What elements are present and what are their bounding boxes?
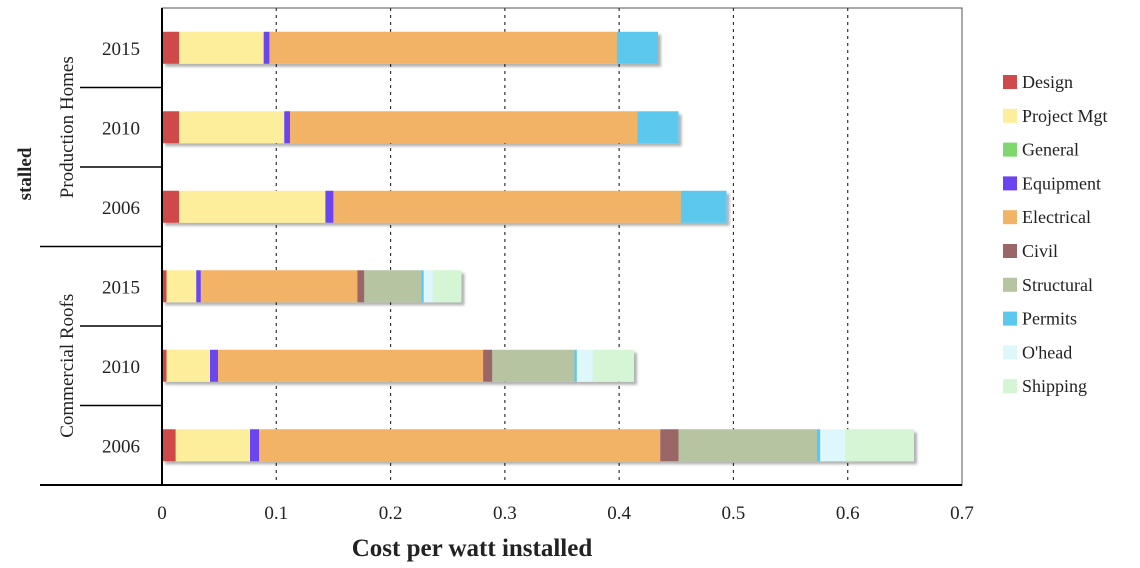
x-axis-title: Cost per watt installed [352, 535, 593, 562]
bar-segment [210, 349, 218, 382]
legend-swatch [1003, 277, 1017, 292]
bar-segment [259, 429, 661, 462]
legend-label: Equipment [1022, 173, 1101, 193]
bar-segment [162, 270, 167, 303]
x-tick-label: 0 [157, 503, 167, 524]
legend-swatch [1003, 210, 1017, 225]
bar-segment [162, 429, 176, 462]
legend-label: Civil [1022, 241, 1058, 261]
y-axis-title: stalled [15, 147, 36, 200]
bar-segment [196, 270, 201, 303]
bar-segment [432, 270, 462, 303]
bar-segment [423, 270, 433, 303]
bar-stack [162, 270, 462, 303]
legend-label: Design [1022, 72, 1073, 92]
x-tick-labels: 0 0.1 0.2 0.3 0.4 0.5 0.6 0.7 [157, 503, 974, 524]
bar-segment [357, 270, 365, 303]
bar-stack [162, 429, 914, 462]
bar-segment [162, 190, 180, 223]
bar-stack [162, 190, 727, 223]
legend-swatch [1003, 345, 1017, 360]
legend-swatch [1003, 75, 1017, 89]
year-label: 2006 [102, 198, 140, 219]
bar-segment [660, 429, 679, 462]
legend-label: Shipping [1022, 376, 1087, 396]
bar-segment [492, 349, 575, 382]
year-label: 2010 [102, 118, 140, 139]
group-label: Production Homes [57, 56, 78, 198]
bar-segment [284, 111, 290, 144]
bar-segment [816, 429, 821, 462]
bar-segment [218, 349, 484, 382]
bar-segment [680, 190, 727, 223]
legend-swatch [1003, 176, 1017, 191]
bar-segment [678, 429, 817, 462]
x-tick-label: 0.4 [607, 503, 631, 524]
category-axis: 2015 2010 2006 Production Homes 2015 2010 2006… [40, 39, 162, 457]
legend-label: Permits [1022, 309, 1077, 329]
bar-segment [250, 429, 260, 462]
plot-area-frame [161, 7, 963, 486]
bar-segment [421, 270, 424, 303]
gridlines [275, 8, 849, 485]
bar-segment [574, 349, 577, 382]
legend-swatch [1003, 379, 1017, 394]
bar-segment [263, 31, 270, 64]
year-label: 2006 [102, 436, 140, 457]
x-tick-label: 0.6 [836, 503, 860, 524]
bar-segment [616, 31, 658, 64]
bar-segment [592, 349, 634, 382]
bar-stack [162, 349, 634, 382]
year-label: 2015 [102, 39, 140, 60]
legend-swatch [1003, 108, 1017, 123]
x-tick-label: 0.2 [379, 503, 403, 524]
bar-segment [162, 111, 180, 144]
bar-segment [179, 190, 326, 223]
bar-segment [162, 349, 167, 382]
bar-segment [166, 349, 210, 382]
group-label: Commercial Roofs [57, 294, 78, 438]
bar-segment [364, 270, 422, 303]
bar-segment [175, 429, 250, 462]
bar-segment [333, 190, 681, 223]
legend-label: Project Mgt [1022, 106, 1108, 126]
legend-label: General [1022, 140, 1079, 160]
x-tick-label: 0.3 [493, 503, 517, 524]
legend: Design Project Mgt General Equipment Electri… [1003, 72, 1108, 396]
bar-segment [576, 349, 593, 382]
year-label: 2015 [102, 277, 140, 298]
bar-segment [483, 349, 493, 382]
bar-segment [290, 111, 638, 144]
legend-label: O'head [1022, 342, 1072, 362]
bar-segment [325, 190, 334, 223]
bar-segment [200, 270, 358, 303]
bar-segment [179, 111, 285, 144]
x-tick-label: 0.7 [950, 503, 974, 524]
bar-stack [162, 111, 679, 144]
legend-label: Electrical [1022, 207, 1091, 227]
bar-segment [820, 429, 846, 462]
bars [162, 31, 914, 462]
bar-segment [845, 429, 914, 462]
legend-swatch [1003, 244, 1017, 258]
bar-segment [166, 270, 197, 303]
bar-segment [637, 111, 679, 144]
bar-segment [179, 31, 264, 64]
axes [40, 8, 962, 486]
legend-label: Structural [1022, 275, 1093, 295]
x-tick-label: 0.5 [722, 503, 746, 524]
legend-swatch [1003, 142, 1017, 157]
bar-segment [162, 31, 180, 64]
x-tick-label: 0.1 [264, 503, 288, 524]
bar-stack [162, 31, 658, 64]
year-label: 2010 [102, 357, 140, 378]
legend-swatch [1003, 311, 1017, 326]
bar-segment [269, 31, 617, 64]
